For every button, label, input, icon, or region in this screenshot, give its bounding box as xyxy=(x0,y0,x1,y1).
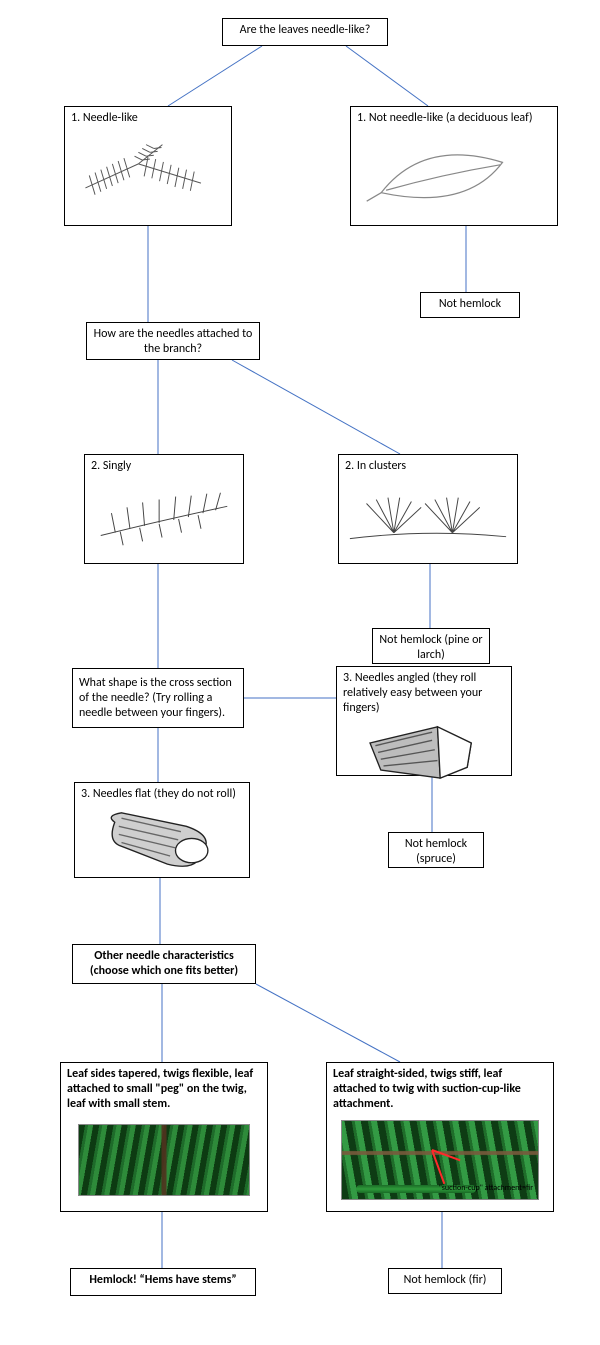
edge-root-to-needle_like xyxy=(168,46,262,106)
node-fir-desc: Leaf straight-sided, twigs stiff, leaf a… xyxy=(326,1062,554,1212)
angled-cross-section-icon xyxy=(343,716,505,790)
edge-other_char-to-fir_desc xyxy=(256,984,400,1062)
node-clusters-label: 2. In clusters xyxy=(345,459,511,474)
needle-branch-icon xyxy=(71,126,225,221)
cluster-needles-icon xyxy=(345,474,511,559)
node-cross-section-q: What shape is the cross section of the n… xyxy=(72,668,244,728)
node-angled-label: 3. Needles angled (they roll relatively … xyxy=(343,671,505,716)
node-not-hemlock-fir-label: Not hemlock (fir) xyxy=(395,1273,495,1288)
edge-root-to-not_needle_like xyxy=(346,46,428,106)
node-needle-like: 1. Needle-like xyxy=(64,106,232,226)
node-not-hemlock-pine: Not hemlock (pine or larch) xyxy=(372,628,490,664)
node-how-attached-label: How are the needles attached to the bran… xyxy=(93,327,253,357)
hemlock-photo-icon xyxy=(67,1112,261,1207)
fir-photo-icon: "suction-cup" attachment=fir xyxy=(333,1112,547,1207)
node-cross-section-q-label: What shape is the cross section of the n… xyxy=(79,676,237,721)
node-hemlock-desc: Leaf sides tapered, twigs flexible, leaf… xyxy=(60,1062,268,1212)
node-other-characteristics: Other needle characteristics (choose whi… xyxy=(72,944,256,984)
node-other-characteristics-label: Other needle characteristics (choose whi… xyxy=(79,949,249,979)
node-hemlock-result-label: Hemlock! “Hems have stems” xyxy=(77,1273,249,1288)
node-flat-label: 3. Needles flat (they do not roll) xyxy=(81,787,243,802)
node-hemlock-desc-label: Leaf sides tapered, twigs flexible, leaf… xyxy=(67,1067,261,1112)
node-singly-label: 2. Singly xyxy=(91,459,237,474)
flat-cross-section-icon xyxy=(81,802,243,876)
node-how-attached: How are the needles attached to the bran… xyxy=(86,322,260,360)
fir-photo-caption: "suction-cup" attachment=fir xyxy=(438,1183,534,1193)
deciduous-leaf-icon xyxy=(357,126,551,223)
singly-needles-icon xyxy=(91,474,237,559)
node-not-hemlock-spruce-label: Not hemlock (spruce) xyxy=(395,837,477,867)
flowchart-canvas: Are the leaves needle-like? 1. Needle-li… xyxy=(0,0,600,1345)
node-root: Are the leaves needle-like? xyxy=(222,18,388,46)
node-not-needle-like-label: 1. Not needle-like (a deciduous leaf) xyxy=(357,111,551,126)
edge-how_attached-to-clusters xyxy=(232,360,400,454)
node-clusters: 2. In clusters xyxy=(338,454,518,564)
node-not-hemlock-1-label: Not hemlock xyxy=(427,297,513,312)
node-needle-like-label: 1. Needle-like xyxy=(71,111,225,126)
node-root-label: Are the leaves needle-like? xyxy=(229,23,381,38)
node-hemlock-result: Hemlock! “Hems have stems” xyxy=(70,1268,256,1296)
node-not-needle-like: 1. Not needle-like (a deciduous leaf) xyxy=(350,106,558,226)
node-angled: 3. Needles angled (they roll relatively … xyxy=(336,666,512,776)
node-not-hemlock-spruce: Not hemlock (spruce) xyxy=(388,832,484,868)
node-singly: 2. Singly xyxy=(84,454,244,564)
node-not-hemlock-1: Not hemlock xyxy=(420,292,520,318)
node-fir-desc-label: Leaf straight-sided, twigs stiff, leaf a… xyxy=(333,1067,547,1112)
node-not-hemlock-fir: Not hemlock (fir) xyxy=(388,1268,502,1294)
node-not-hemlock-pine-label: Not hemlock (pine or larch) xyxy=(379,633,483,663)
node-flat: 3. Needles flat (they do not roll) xyxy=(74,782,250,878)
